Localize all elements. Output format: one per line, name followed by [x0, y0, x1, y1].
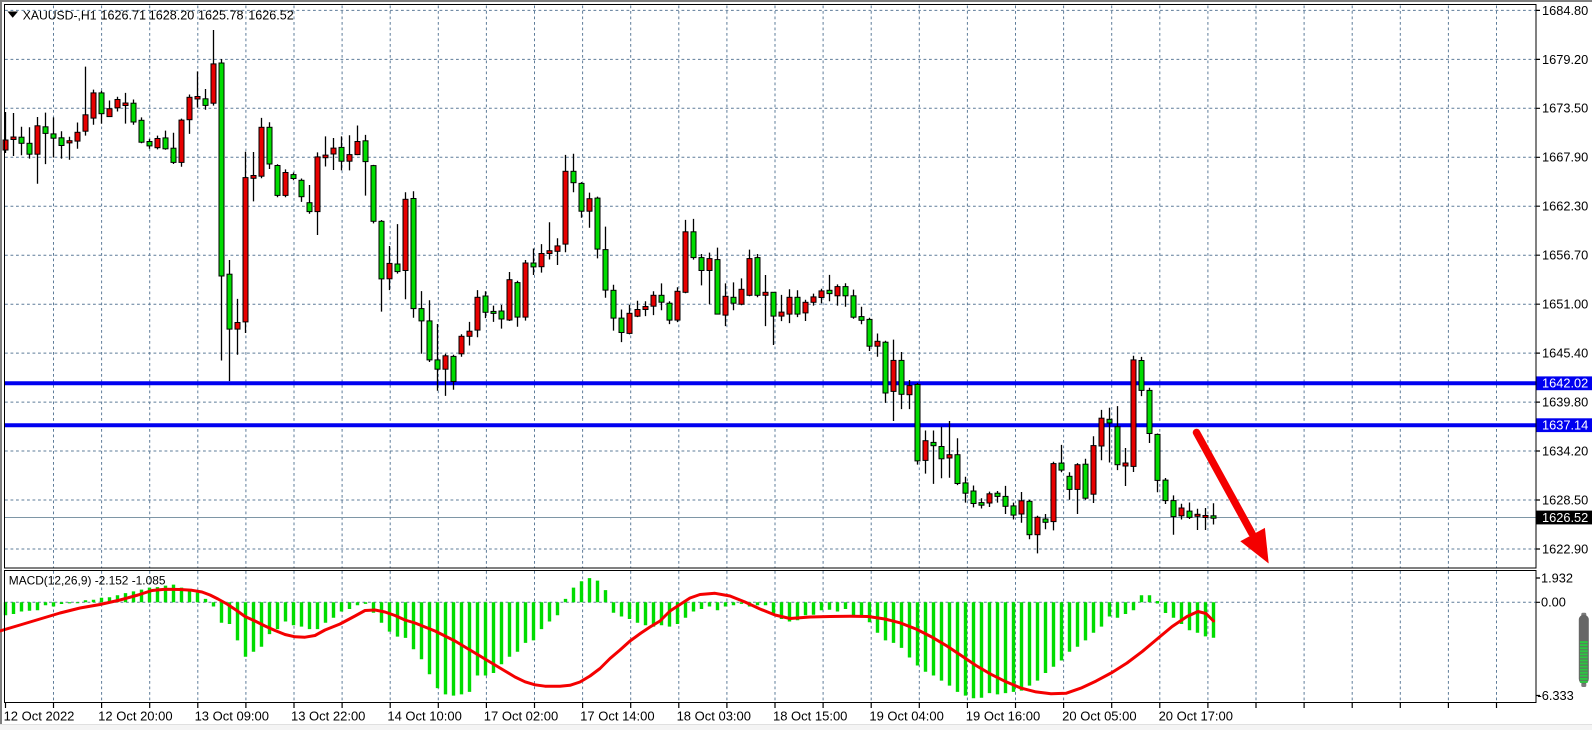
svg-text:20 Oct 17:00: 20 Oct 17:00	[1159, 709, 1233, 724]
svg-text:17 Oct 02:00: 17 Oct 02:00	[484, 709, 558, 724]
svg-text:1645.40: 1645.40	[1542, 346, 1588, 361]
svg-text:13 Oct 22:00: 13 Oct 22:00	[291, 709, 365, 724]
svg-text:0.00: 0.00	[1541, 595, 1566, 610]
svg-text:1628.20: 1628.20	[149, 9, 195, 23]
svg-text:1656.70: 1656.70	[1542, 248, 1588, 263]
svg-text:12 Oct 2022: 12 Oct 2022	[4, 709, 75, 724]
svg-text:XAUUSD-,H1: XAUUSD-,H1	[23, 9, 97, 23]
svg-text:14 Oct 10:00: 14 Oct 10:00	[387, 709, 461, 724]
svg-text:13 Oct 09:00: 13 Oct 09:00	[195, 709, 269, 724]
svg-text:18 Oct 15:00: 18 Oct 15:00	[773, 709, 847, 724]
svg-text:1662.30: 1662.30	[1542, 199, 1588, 214]
svg-text:18 Oct 03:00: 18 Oct 03:00	[677, 709, 751, 724]
svg-text:19 Oct 04:00: 19 Oct 04:00	[869, 709, 943, 724]
svg-text:1642.02: 1642.02	[1542, 376, 1588, 391]
svg-text:1637.14: 1637.14	[1542, 418, 1588, 433]
svg-text:1639.80: 1639.80	[1542, 395, 1588, 410]
svg-text:1673.50: 1673.50	[1542, 101, 1588, 116]
svg-text:1634.20: 1634.20	[1542, 443, 1588, 458]
svg-text:17 Oct 14:00: 17 Oct 14:00	[580, 709, 654, 724]
svg-text:1626.52: 1626.52	[248, 9, 294, 23]
svg-text:1628.50: 1628.50	[1542, 492, 1588, 507]
svg-text:1667.90: 1667.90	[1542, 150, 1588, 165]
svg-text:-6.333: -6.333	[1538, 688, 1574, 703]
svg-text:1651.00: 1651.00	[1542, 297, 1588, 312]
svg-text:1.932: 1.932	[1541, 570, 1573, 585]
svg-text:1679.20: 1679.20	[1542, 52, 1588, 67]
svg-text:19 Oct 16:00: 19 Oct 16:00	[966, 709, 1040, 724]
svg-text:MACD(12,26,9) -2.152 -1.085: MACD(12,26,9) -2.152 -1.085	[9, 573, 166, 587]
svg-text:1626.71: 1626.71	[101, 9, 147, 23]
svg-text:1626.52: 1626.52	[1542, 510, 1588, 525]
svg-text:1684.80: 1684.80	[1542, 3, 1588, 18]
svg-text:1622.90: 1622.90	[1542, 541, 1588, 556]
svg-text:20 Oct 05:00: 20 Oct 05:00	[1062, 709, 1136, 724]
svg-text:12 Oct 20:00: 12 Oct 20:00	[98, 709, 172, 724]
svg-text:1625.78: 1625.78	[198, 9, 244, 23]
